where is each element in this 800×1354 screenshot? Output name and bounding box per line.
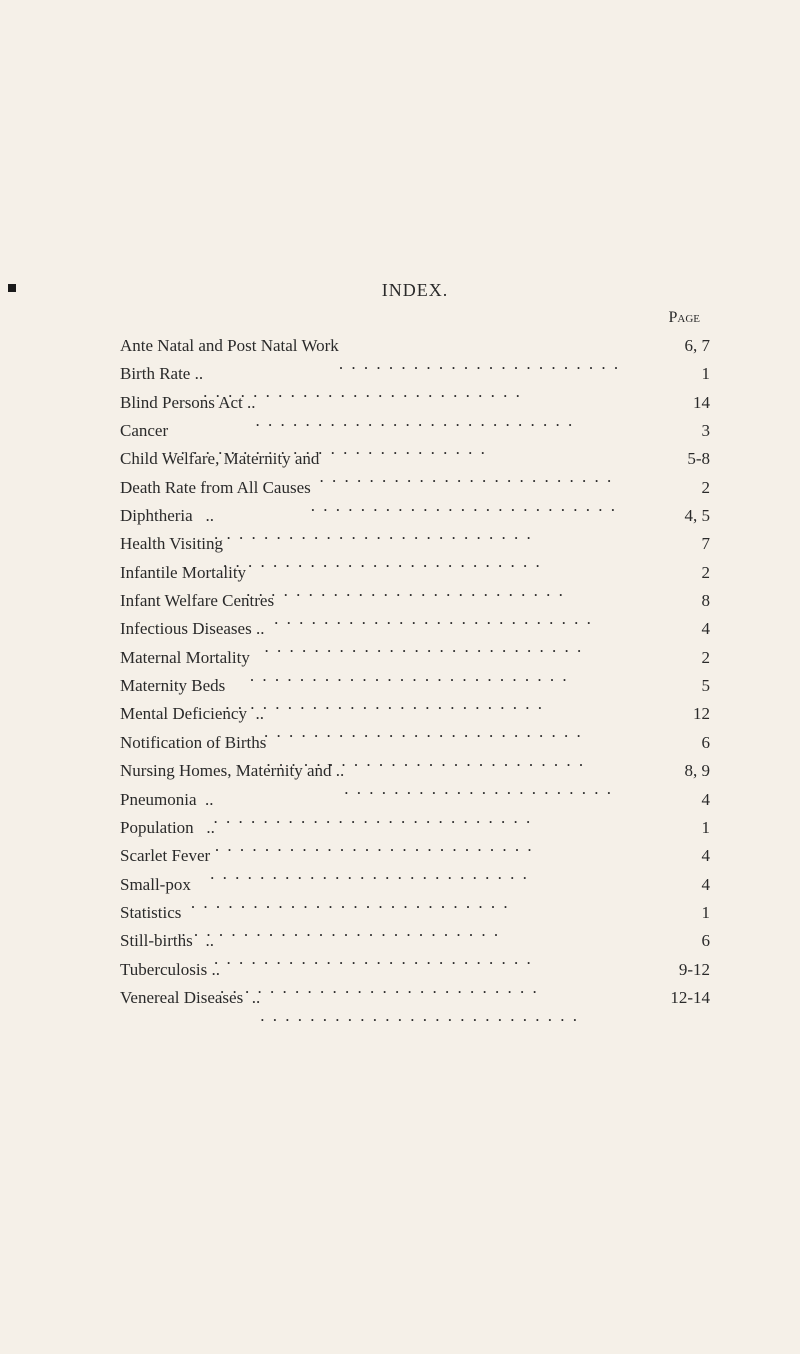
- index-entry-page: 6: [620, 928, 710, 954]
- index-entry-label: Notification of Births: [120, 730, 266, 756]
- index-entry-page: 1: [620, 815, 710, 841]
- index-entry-page: 2: [620, 645, 710, 671]
- index-row: Ante Natal and Post Natal Work 6, 7: [120, 333, 710, 359]
- index-entry-page: 4: [620, 872, 710, 898]
- index-entry-page: 6: [620, 730, 710, 756]
- index-entry-label: Population ..: [120, 815, 215, 841]
- index-entry-page: 8: [620, 588, 710, 614]
- index-entry-label: Diphtheria ..: [120, 503, 214, 529]
- index-entry-page: 8, 9: [620, 758, 710, 784]
- index-entry-label: Health Visiting: [120, 531, 223, 557]
- index-entry-page: 12-14: [620, 985, 710, 1011]
- index-entry-label: Birth Rate ..: [120, 361, 203, 387]
- index-entry-label: Pneumonia ..: [120, 787, 214, 813]
- index-entry-page: 5: [620, 673, 710, 699]
- index-entry-page: 6, 7: [620, 333, 710, 359]
- index-entry-page: 3: [620, 418, 710, 444]
- index-entry-page: 9-12: [620, 957, 710, 983]
- index-title: INDEX.: [120, 280, 710, 301]
- index-entry-page: 4, 5: [620, 503, 710, 529]
- index-entry-page: 1: [620, 900, 710, 926]
- index-entry-label: Small-pox: [120, 872, 191, 898]
- index-entry-label: Maternity Beds: [120, 673, 225, 699]
- index-entry-label: Statistics: [120, 900, 181, 926]
- index-entry-label: Scarlet Fever: [120, 843, 210, 869]
- index-entry-page: 4: [620, 787, 710, 813]
- index-entry-page: 2: [620, 475, 710, 501]
- index-entry-page: 12: [620, 701, 710, 727]
- index-entry-page: 1: [620, 361, 710, 387]
- index-entry-page: 14: [620, 390, 710, 416]
- margin-bullet-mark: [8, 284, 16, 292]
- index-entry-page: 5-8: [620, 446, 710, 472]
- index-entry-label: Ante Natal and Post Natal Work: [120, 333, 339, 359]
- index-entry-page: 7: [620, 531, 710, 557]
- index-entry-label: Maternal Mortality: [120, 645, 250, 671]
- index-entry-page: 2: [620, 560, 710, 586]
- index-entry-label: Death Rate from All Causes: [120, 475, 311, 501]
- index-entry-label: Tuberculosis ..: [120, 957, 220, 983]
- index-entry-page: 4: [620, 843, 710, 869]
- index-page: INDEX. Page Ante Natal and Post Natal Wo…: [0, 0, 800, 1073]
- index-entry-page: 4: [620, 616, 710, 642]
- page-column-header: Page: [120, 309, 710, 327]
- index-entry-label: Infectious Diseases ..: [120, 616, 264, 642]
- index-entry-label: Cancer: [120, 418, 168, 444]
